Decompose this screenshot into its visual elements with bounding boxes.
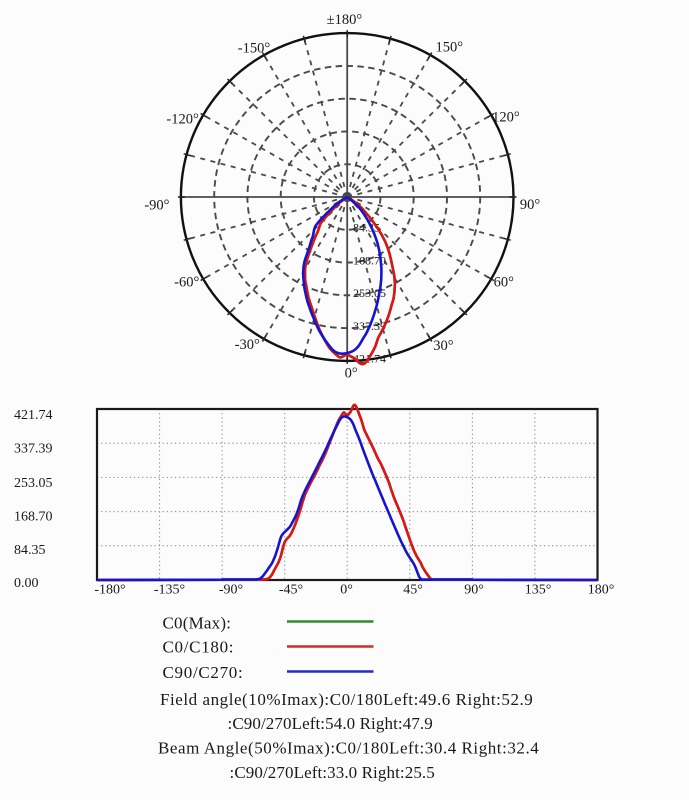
svg-text:±180°: ±180° <box>327 12 363 28</box>
svg-text:C90/C270:: C90/C270: <box>163 663 244 682</box>
svg-text:Field angle(10%Imax):C0/180Lef: Field angle(10%Imax):C0/180Left:49.6 Rig… <box>160 690 533 709</box>
svg-text:421.74: 421.74 <box>14 408 53 423</box>
svg-text:168.70: 168.70 <box>353 253 386 267</box>
svg-text:0°: 0° <box>340 582 353 597</box>
svg-text:150°: 150° <box>436 40 464 56</box>
svg-text:-30°: -30° <box>235 337 260 353</box>
svg-text:90°: 90° <box>520 197 541 213</box>
svg-text:180°: 180° <box>588 582 615 597</box>
svg-text:-150°: -150° <box>238 41 271 57</box>
svg-text:90°: 90° <box>464 582 484 597</box>
svg-text:-90°: -90° <box>144 197 169 213</box>
svg-text:135°: 135° <box>525 582 552 597</box>
svg-text:337.39: 337.39 <box>14 442 53 457</box>
svg-text:-45°: -45° <box>279 582 303 597</box>
svg-text:C0/C180:: C0/C180: <box>163 637 235 656</box>
svg-text:-90°: -90° <box>219 582 243 597</box>
svg-text:0°: 0° <box>345 365 358 381</box>
svg-text::C90/270Left:54.0 Right:47.9: :C90/270Left:54.0 Right:47.9 <box>228 714 433 733</box>
svg-text:-60°: -60° <box>174 275 199 291</box>
svg-text:0.00: 0.00 <box>14 576 39 591</box>
svg-text:168.70: 168.70 <box>14 510 53 525</box>
svg-text:Beam Angle(50%Imax):C0/180Left: Beam Angle(50%Imax):C0/180Left:30.4 Righ… <box>158 739 539 758</box>
svg-text:45°: 45° <box>403 582 423 597</box>
svg-text:120°: 120° <box>492 109 520 125</box>
svg-text::C90/270Left:33.0 Right:25.5: :C90/270Left:33.0 Right:25.5 <box>230 763 435 782</box>
svg-text:-120°: -120° <box>166 112 199 128</box>
svg-text:60°: 60° <box>494 275 515 291</box>
svg-text:C0(Max):: C0(Max): <box>163 613 232 632</box>
svg-text:30°: 30° <box>433 338 454 354</box>
svg-text:-180°: -180° <box>94 582 125 597</box>
svg-text:253.05: 253.05 <box>14 476 53 491</box>
svg-text:-135°: -135° <box>154 582 185 597</box>
svg-text:84.35: 84.35 <box>14 543 46 558</box>
